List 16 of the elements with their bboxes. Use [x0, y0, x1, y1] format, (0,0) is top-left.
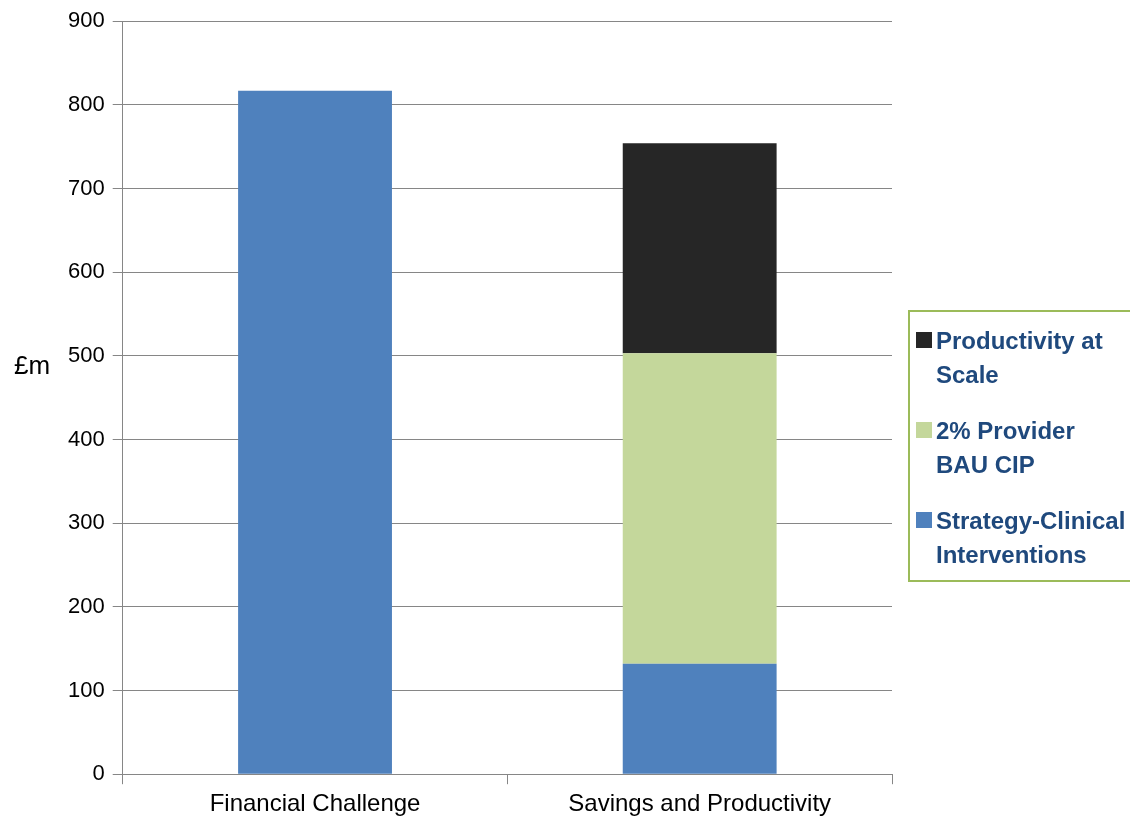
- y-tick-label: 100: [67, 676, 105, 702]
- y-tick-label: 600: [67, 258, 105, 284]
- legend-label: Productivity at Scale: [936, 326, 1104, 390]
- legend-label: 2% Provider BAU CIP: [936, 416, 1076, 480]
- y-tick-label: 700: [67, 174, 105, 200]
- legend-label: Strategy-Clinical Interventions: [936, 506, 1127, 570]
- y-tick-label: 500: [67, 341, 105, 367]
- x-tick-label: Savings and Productivity: [568, 789, 832, 817]
- y-tick-label: 900: [67, 7, 105, 33]
- y-tick-label: 400: [67, 425, 105, 451]
- y-tick-label: 300: [67, 509, 105, 535]
- y-axis-title: £m: [14, 350, 51, 381]
- y-tick-label: 800: [67, 90, 105, 116]
- x-tick-label: Financial Challenge: [209, 789, 421, 817]
- y-tick-label: 200: [67, 592, 105, 618]
- y-tick-label: 0: [92, 760, 105, 786]
